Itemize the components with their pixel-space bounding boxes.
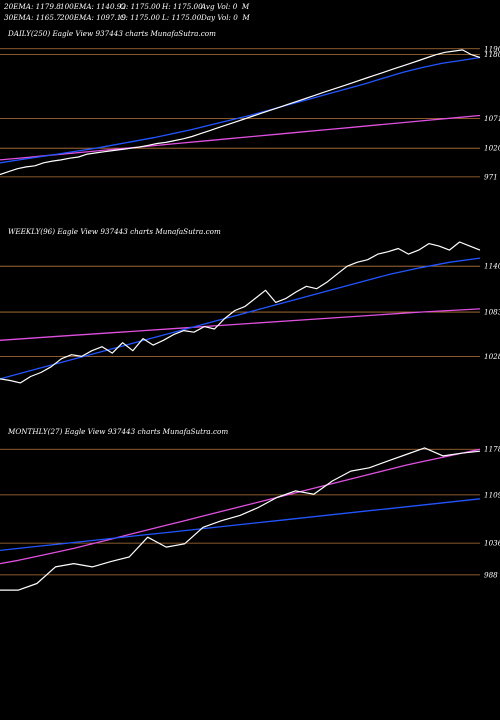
weekly-price-line xyxy=(0,241,481,384)
daily-y-tick-label: 1020 xyxy=(484,144,500,153)
daily-y-tick-label: 1180 xyxy=(484,50,500,59)
weekly-chart-title: WEEKLY(96) Eagle View 937443 charts Muna… xyxy=(8,227,221,236)
weekly-y-tick-label: 1140 xyxy=(484,262,500,271)
weekly-ema-fast-line xyxy=(0,257,481,380)
monthly-chart: 1178 1109 1036 988 xyxy=(0,445,500,591)
open-value: O: 1175.00 xyxy=(120,2,161,11)
avg-vol-value: Avg Vol: 0 M xyxy=(201,2,250,11)
daily-price-line xyxy=(0,49,481,176)
monthly-y-tick-label: 988 xyxy=(484,570,498,579)
day-vol-value: Day Vol: 0 M xyxy=(201,13,250,22)
close-value: C: 1175.00 xyxy=(120,13,160,22)
ema100-value: 100EMA: 1140.92 xyxy=(60,2,126,11)
daily-y-tick-label: 971 xyxy=(484,172,498,181)
weekly-y-tick-label: 1083 xyxy=(484,308,500,317)
ema30-value: 30EMA: 1165.7 xyxy=(4,13,61,22)
monthly-chart-title: MONTHLY(27) Eagle View 937443 charts Mun… xyxy=(8,427,229,436)
monthly-ema-fast-line xyxy=(0,498,481,552)
monthly-y-tick-label: 1109 xyxy=(484,490,500,499)
low-value: L: 1175.00 xyxy=(162,13,202,22)
daily-ema-slow-line xyxy=(0,114,481,161)
monthly-price-line xyxy=(0,447,481,591)
daily-chart-title: DAILY(250) Eagle View 937443 charts Muna… xyxy=(8,29,216,38)
daily-y-tick-label: 1190 xyxy=(484,44,500,53)
weekly-y-tick-label: 1028 xyxy=(484,352,500,361)
monthly-ema-slow-line xyxy=(0,448,481,565)
ema20-value: 20EMA: 1179.8 xyxy=(4,2,61,11)
weekly-ema-slow-line xyxy=(0,308,481,341)
monthly-y-tick-label: 1178 xyxy=(484,445,500,454)
ema200-value: 200EMA: 1097.19 xyxy=(60,13,126,22)
high-value: H: 1175.00 xyxy=(162,2,203,11)
daily-ema-fast-line xyxy=(0,56,481,164)
weekly-chart: 1140 1083 1028 xyxy=(0,241,500,384)
header-row-1: 20EMA: 1179.8 100EMA: 1140.92 O: 1175.00… xyxy=(4,3,249,51)
monthly-y-tick-label: 1036 xyxy=(484,539,500,548)
header-row-2: 30EMA: 1165.7 200EMA: 1097.19 C: 1175.00… xyxy=(4,14,250,62)
